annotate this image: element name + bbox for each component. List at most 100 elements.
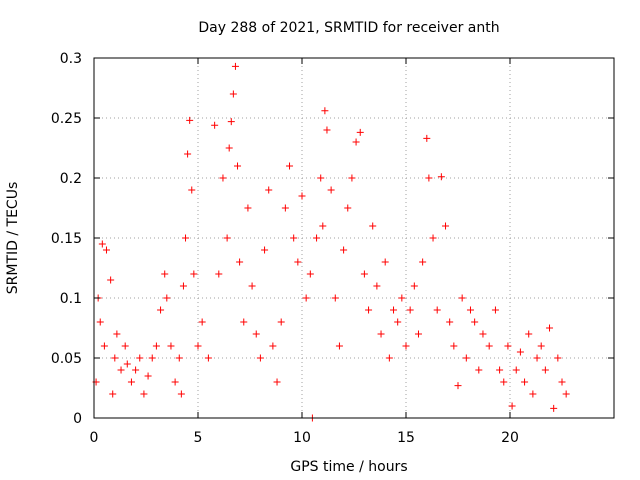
data-point [211, 121, 219, 129]
data-point [136, 354, 144, 362]
data-point [269, 342, 277, 350]
data-point [446, 318, 454, 326]
data-point [281, 204, 289, 212]
chart-title: Day 288 of 2021, SRMTID for receiver ant… [198, 20, 499, 36]
data-point [190, 270, 198, 278]
data-point [265, 186, 273, 194]
data-point [558, 378, 566, 386]
data-point [186, 116, 194, 124]
data-point [462, 354, 470, 362]
data-point [111, 354, 119, 362]
x-tick-labels: 0 5 10 15 20 [90, 430, 519, 446]
data-point [298, 192, 306, 200]
data-point [529, 390, 537, 398]
data-point [356, 128, 364, 136]
data-point [327, 186, 335, 194]
data-point [475, 366, 483, 374]
data-point [369, 222, 377, 230]
data-point [471, 318, 479, 326]
data-point [500, 378, 508, 386]
data-point [117, 366, 125, 374]
data-point [98, 240, 106, 248]
data-point [167, 342, 175, 350]
data-point [429, 234, 437, 242]
data-point [554, 354, 562, 362]
data-point [352, 138, 360, 146]
data-point [302, 294, 310, 302]
data-point [277, 318, 285, 326]
y-tick-label: 0.05 [51, 351, 82, 367]
data-point [348, 174, 356, 182]
data-point [286, 162, 294, 170]
data-point [229, 90, 237, 98]
data-point [340, 246, 348, 254]
data-point [161, 270, 169, 278]
data-point [458, 294, 466, 302]
data-point [466, 306, 474, 314]
data-point [273, 378, 281, 386]
data-point [194, 342, 202, 350]
y-tick-label: 0.1 [60, 291, 82, 307]
data-point [485, 342, 493, 350]
data-point [175, 354, 183, 362]
data-point [423, 134, 431, 142]
data-point [225, 144, 233, 152]
data-point [113, 330, 121, 338]
data-point [248, 282, 256, 290]
y-tick-label: 0.25 [51, 111, 82, 127]
data-point [541, 366, 549, 374]
data-point [144, 372, 152, 380]
data-point [323, 126, 331, 134]
data-point [398, 294, 406, 302]
data-point [516, 348, 524, 356]
data-point [294, 258, 302, 266]
data-point [109, 390, 117, 398]
data-point [163, 294, 171, 302]
data-point [219, 174, 227, 182]
data-point [184, 150, 192, 158]
data-point [433, 306, 441, 314]
data-point [244, 204, 252, 212]
data-point [335, 342, 343, 350]
data-point [331, 294, 339, 302]
x-tick-label: 5 [194, 430, 203, 446]
y-tick-labels: 0 0.05 0.1 0.15 0.2 0.25 0.3 [51, 51, 82, 427]
data-point [521, 378, 529, 386]
data-point [365, 306, 373, 314]
data-point [533, 354, 541, 362]
data-point [215, 270, 223, 278]
y-tick-label: 0 [73, 411, 82, 427]
data-point [313, 234, 321, 242]
data-point [537, 342, 545, 350]
data-point [148, 354, 156, 362]
data-point [321, 107, 329, 115]
data-point [227, 118, 235, 126]
data-point [100, 342, 108, 350]
data-point [406, 306, 414, 314]
data-point [512, 366, 520, 374]
data-point [394, 318, 402, 326]
data-point [234, 162, 242, 170]
data-point [256, 354, 264, 362]
data-point [377, 330, 385, 338]
data-point [344, 204, 352, 212]
data-point [414, 330, 422, 338]
data-point [107, 276, 115, 284]
data-point [182, 234, 190, 242]
data-point [450, 342, 458, 350]
data-point [419, 258, 427, 266]
y-axis-label: SRMTID / TECUs [5, 182, 21, 295]
data-point [546, 324, 554, 332]
data-point [231, 62, 239, 70]
data-point [179, 282, 187, 290]
x-tick-label: 20 [501, 430, 519, 446]
data-point [127, 378, 135, 386]
data-point [550, 404, 558, 412]
data-point [290, 234, 298, 242]
data-points [92, 62, 570, 422]
data-point [385, 354, 393, 362]
data-point [454, 382, 462, 390]
data-point [437, 173, 445, 181]
data-point [425, 174, 433, 182]
